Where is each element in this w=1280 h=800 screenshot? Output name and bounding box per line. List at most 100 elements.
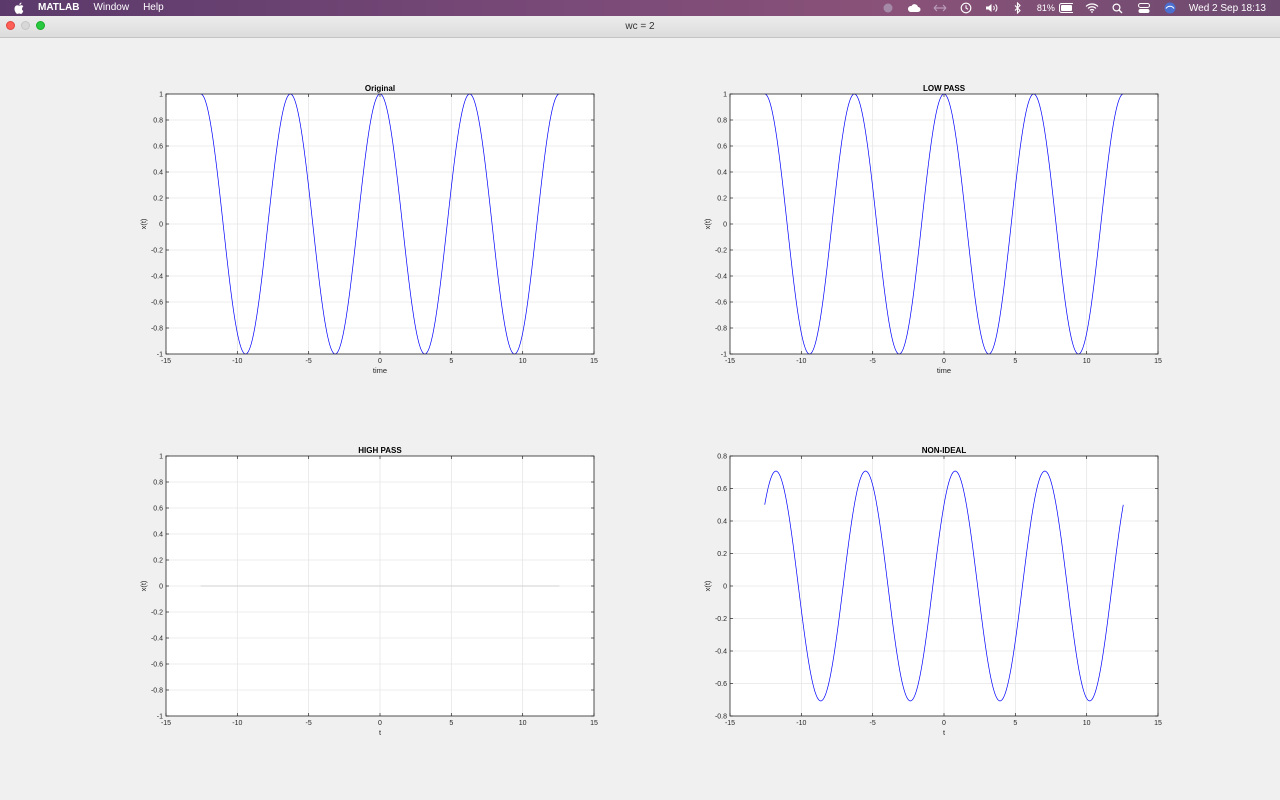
y-tick-label: -0.6 — [151, 300, 163, 307]
x-tick-label: -10 — [796, 720, 806, 727]
figure-canvas: -15 -10 -5 0 5 10 15-1-0.8-0.6-0.4-0.200.20.40… — [139, 84, 1162, 737]
subplot-3: -15 -10 -5 0 5 10 15 -1 -0.8 -0.6 -0.4 -0.2 0 0.2 0.4 0… — [139, 446, 598, 737]
x-tick-label: 15 — [1154, 358, 1162, 365]
figure-area: -15 -10 -5 0 5 10 15 -1 -0.8 -0.6 -0.4 -0.2 0 0.2 0.4 0… — [0, 39, 1280, 800]
x-tick-label: 5 — [1013, 720, 1017, 727]
y-tick-label: 0.2 — [717, 196, 727, 203]
y-tick-label: 1 — [159, 92, 163, 99]
x-tick-label: -5 — [870, 358, 876, 365]
x-tick-label: 5 — [449, 720, 453, 727]
x-axis-label: time — [373, 366, 387, 375]
x-tick-label: 15 — [590, 358, 598, 365]
y-tick-label: -0.8 — [715, 714, 727, 721]
volume-icon[interactable] — [985, 2, 999, 14]
record-icon[interactable] — [881, 2, 895, 14]
x-tick-label: -15 — [725, 720, 735, 727]
y-axis-label: x(t) — [139, 580, 148, 591]
apple-icon[interactable] — [14, 2, 26, 14]
y-tick-label: 0.6 — [153, 506, 163, 513]
subplot-2: -15 -10 -5 0 5 10 15 -1 -0.8 -0.6 -0.4 -0.2 0 0.2 0.4 0… — [703, 84, 1162, 375]
siri-icon[interactable] — [1163, 2, 1177, 14]
x-tick-label: -5 — [306, 358, 312, 365]
menu-window[interactable]: Window — [93, 2, 130, 13]
y-tick-label: 0 — [159, 584, 163, 591]
y-tick-label: -1 — [157, 352, 163, 359]
x-tick-label: 10 — [1083, 358, 1091, 365]
y-tick-label: 0.6 — [153, 144, 163, 151]
y-tick-label: -1 — [721, 352, 727, 359]
y-tick-label: -0.4 — [715, 649, 727, 656]
control-center-icon[interactable] — [1137, 2, 1151, 14]
y-tick-label: 0.8 — [717, 454, 727, 461]
y-tick-label: 1 — [723, 92, 727, 99]
x-tick-label: 15 — [590, 720, 598, 727]
x-tick-label: 15 — [1154, 720, 1162, 727]
subplot-4: -15 -10 -5 0 5 10 15 -0.8 -0.6 -0.4 -0.2 0 0.2 0.4 0.6… — [703, 446, 1162, 737]
x-tick-label: -10 — [796, 358, 806, 365]
y-tick-label: 0.2 — [153, 196, 163, 203]
x-tick-label: 10 — [519, 358, 527, 365]
y-tick-label: -0.8 — [151, 688, 163, 695]
battery-icon[interactable] — [1058, 2, 1073, 14]
spotlight-search-icon[interactable] — [1111, 2, 1125, 14]
y-tick-label: 0 — [723, 584, 727, 591]
y-tick-label: 0 — [159, 222, 163, 229]
time-machine-icon[interactable] — [959, 2, 973, 14]
x-tick-label: 5 — [449, 358, 453, 365]
x-tick-label: 0 — [942, 358, 946, 365]
x-tick-label: 0 — [378, 358, 382, 365]
battery-percent: 81% — [1036, 3, 1055, 13]
chart-title: HIGH PASS — [358, 446, 402, 455]
y-tick-label: 0.8 — [717, 118, 727, 125]
y-tick-label: -0.2 — [151, 248, 163, 255]
close-button[interactable] — [6, 21, 15, 30]
x-tick-label: 10 — [519, 720, 527, 727]
x-axis-label: t — [943, 728, 946, 737]
zoom-button[interactable] — [36, 21, 45, 30]
y-axis-label: x(t) — [703, 580, 712, 591]
y-tick-label: 0.6 — [717, 486, 727, 493]
window-title-bar: wc = 2 — [0, 16, 1280, 38]
y-tick-label: 0.2 — [153, 558, 163, 565]
y-tick-label: -0.6 — [715, 300, 727, 307]
y-tick-label: 0.6 — [717, 144, 727, 151]
y-tick-label: -0.2 — [151, 610, 163, 617]
menu-app-name[interactable]: MATLAB — [38, 2, 80, 13]
y-tick-label: 0.4 — [153, 170, 163, 177]
y-tick-label: -0.4 — [715, 274, 727, 281]
cloud-icon[interactable] — [907, 2, 921, 14]
window-title: wc = 2 — [625, 21, 655, 32]
y-axis-label: x(t) — [703, 218, 712, 229]
chart-title: Original — [365, 84, 395, 93]
menu-bar: MATLAB Window Help 81% Wed 2 Sep 18:13 — [0, 0, 1280, 16]
x-tick-label: 0 — [378, 720, 382, 727]
y-tick-label: -0.8 — [151, 326, 163, 333]
y-tick-label: -0.4 — [151, 636, 163, 643]
chart-title: LOW PASS — [923, 84, 966, 93]
series-line-1 — [764, 470, 1124, 702]
y-tick-label: -0.2 — [715, 248, 727, 255]
subplot-1: -15 -10 -5 0 5 10 15 -1 -0.8 -0.6 -0.4 -0.2 0 0.2 0.4 0… — [139, 84, 598, 375]
x-axis-label: time — [937, 366, 951, 375]
bluetooth-icon[interactable] — [1011, 2, 1025, 14]
chart-title: NON-IDEAL — [922, 446, 967, 455]
wifi-icon[interactable] — [1085, 2, 1099, 14]
display-arrows-icon[interactable] — [933, 2, 947, 14]
y-tick-label: 0.4 — [153, 532, 163, 539]
y-tick-label: 0 — [723, 222, 727, 229]
y-tick-label: -0.2 — [715, 616, 727, 623]
y-tick-label: 0.8 — [153, 480, 163, 487]
menu-help[interactable]: Help — [143, 2, 164, 13]
minimize-button[interactable] — [21, 21, 30, 30]
y-tick-label: -0.4 — [151, 274, 163, 281]
x-tick-label: -5 — [870, 720, 876, 727]
y-tick-label: -0.6 — [151, 662, 163, 669]
x-tick-label: 10 — [1083, 720, 1091, 727]
menu-clock[interactable]: Wed 2 Sep 18:13 — [1188, 2, 1266, 14]
y-axis-label: x(t) — [139, 218, 148, 229]
x-tick-label: -10 — [232, 358, 242, 365]
y-tick-label: 0.8 — [153, 118, 163, 125]
y-tick-label: -0.6 — [715, 681, 727, 688]
y-tick-label: 1 — [159, 454, 163, 461]
y-tick-label: 0.4 — [717, 170, 727, 177]
